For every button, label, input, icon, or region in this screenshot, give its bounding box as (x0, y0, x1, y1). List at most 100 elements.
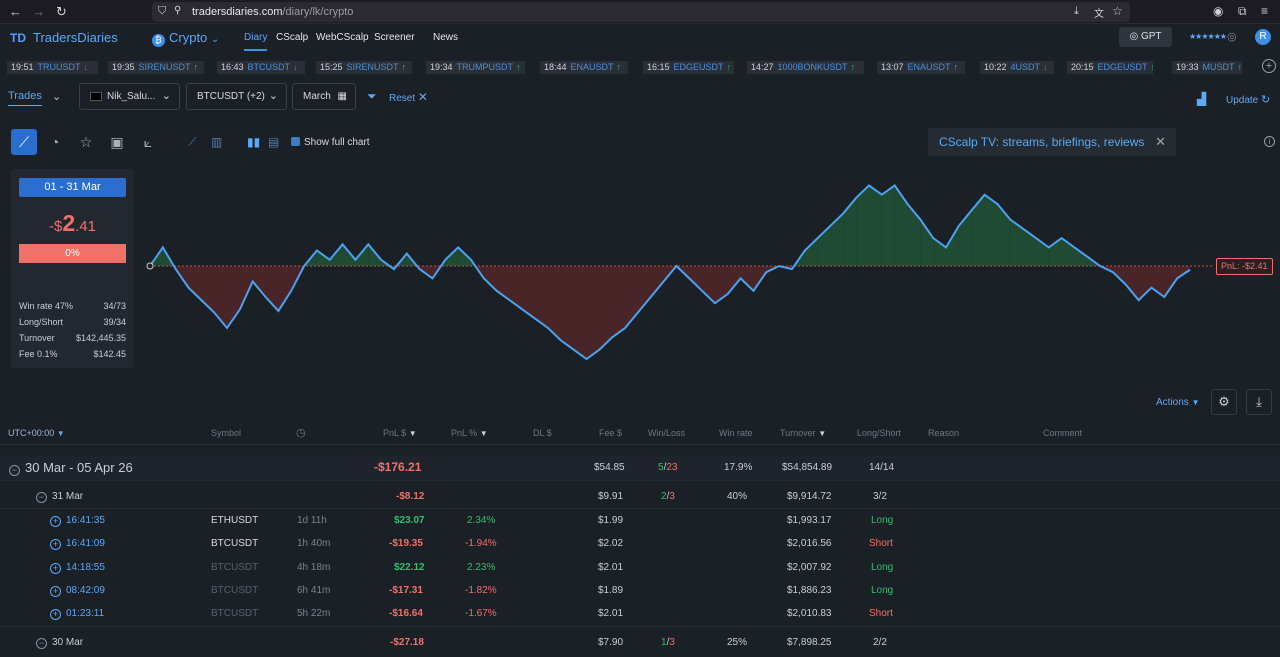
col-pnl-usd[interactable]: PnL $ ▼ (383, 428, 417, 438)
translate-icon[interactable]: 文 (1094, 9, 1104, 20)
expand-icon[interactable]: + (50, 585, 61, 597)
nav-diary[interactable]: Diary (244, 32, 268, 51)
close-icon[interactable]: ✕ (1155, 134, 1166, 149)
col-comment[interactable]: Comment (1043, 428, 1083, 438)
collapse-icon[interactable]: − (36, 638, 47, 649)
user-rating[interactable]: ★★★★★★ (1189, 32, 1227, 41)
cscalp-tv-banner[interactable]: CScalp TV: streams, briefings, reviews ✕ (928, 128, 1176, 156)
col-win-rate[interactable]: Win rate (719, 428, 753, 438)
update-button[interactable]: Update ↻ (1226, 93, 1270, 106)
ticker-item[interactable]: 19:33 MUSDT ↑ (1172, 61, 1242, 74)
gpt-button[interactable]: ◎ GPT (1119, 27, 1172, 47)
candles-icon[interactable]: ▮▮ (247, 135, 261, 149)
nav-news[interactable]: News (433, 32, 459, 43)
table-row[interactable]: +14:18:55 BTCUSDT 4h 18m $22.12 2.23% $2.01 $2… (0, 557, 1280, 579)
col-pnl-pct[interactable]: PnL % ▼ (451, 428, 488, 438)
profit-area (1010, 219, 1024, 266)
col-symbol[interactable]: Symbol (211, 428, 242, 438)
trade-time-wrap[interactable]: +16:41:35 (50, 515, 105, 527)
forward-icon[interactable]: → (32, 4, 45, 19)
show-full-chart-checkbox[interactable]: Show full chart (291, 137, 370, 148)
line-mode-icon[interactable]: ⟋ (188, 135, 197, 149)
ticker-item[interactable]: 15:25 SIRENUSDT ↑ (316, 61, 412, 74)
chevron-down-icon[interactable]: ⌄ (52, 91, 62, 103)
eye-icon[interactable]: ◎ (1227, 31, 1237, 43)
expand-icon[interactable]: + (50, 562, 61, 574)
back-icon[interactable]: ← (9, 4, 22, 19)
account-icon[interactable]: ◉ (1213, 4, 1224, 18)
download-page-icon[interactable]: ⤓ (1074, 5, 1079, 17)
info-icon[interactable]: i (1264, 136, 1275, 147)
day-group-row[interactable]: −30 Mar -$27.18 $7.90 1/3 25% $7,898.25 … (0, 632, 1280, 654)
market-label: Crypto (169, 30, 208, 45)
table-row[interactable]: +01:23:11 BTCUSDT 5h 22m -$16.64 -1.67% $2.01… (0, 603, 1280, 625)
tab-trades[interactable]: Trades (8, 90, 42, 106)
bar-chart-icon[interactable]: ▟ (1197, 92, 1207, 106)
account-select[interactable]: Nik_Salu... ⌄ (79, 83, 180, 110)
trade-time-wrap[interactable]: +08:42:09 (50, 585, 105, 597)
expand-icon[interactable]: + (50, 539, 61, 551)
trade-time-wrap[interactable]: +16:41:09 (50, 538, 105, 551)
extensions-icon[interactable]: ⧉ (1238, 4, 1247, 18)
symbol-select[interactable]: BTCUSDT (+2) ⌄ (186, 83, 287, 110)
clock-icon[interactable]: ◷ (296, 427, 306, 439)
line-chart-view-button[interactable]: ⟋ (11, 129, 37, 155)
collapse-icon[interactable]: − (36, 492, 47, 503)
bar-mode-icon[interactable]: ▥ (211, 135, 223, 149)
col-turnover[interactable]: Turnover ▼ (780, 428, 826, 438)
ticker-item[interactable]: 19:51 TRUUSDT ↓ (7, 61, 98, 74)
col-fee[interactable]: Fee $ (599, 428, 623, 438)
export-button[interactable]: ⤓ (1246, 389, 1272, 415)
col-reason[interactable]: Reason (928, 428, 960, 438)
col-long-short[interactable]: Long/Short (857, 428, 902, 438)
logo-text[interactable]: TradersDiaries (33, 30, 118, 45)
nav-cscalp[interactable]: CScalp (276, 32, 309, 43)
table-row[interactable]: +16:41:09 BTCUSDT 1h 40m -$19.35 -1.94% $2.02… (0, 533, 1280, 555)
day-group-row[interactable]: −31 Mar -$8.12 $9.91 2/3 40% $9,914.72 3… (0, 486, 1280, 508)
date-range-icon[interactable]: ▤ (268, 135, 280, 149)
shield-icon[interactable]: ⛉ (158, 5, 167, 17)
collapse-icon[interactable]: − (9, 465, 20, 476)
distribution-view-button[interactable]: ⟀ (135, 129, 161, 155)
settings-button[interactable]: ⚙ (1211, 389, 1237, 415)
ticker-item[interactable]: 18:44 ENAUSDT ↑ (540, 61, 628, 74)
table-row[interactable]: +16:41:35 ETHUSDT 1d 11h $23.07 2.34% $1.99 $1… (0, 510, 1280, 532)
profit-area (971, 194, 985, 266)
col-dl[interactable]: DL $ (533, 428, 552, 438)
trade-time-wrap[interactable]: +01:23:11 (50, 608, 104, 621)
nav-screener[interactable]: Screener (374, 32, 415, 43)
col-timezone[interactable]: UTC+00:00 ▼ (8, 428, 65, 438)
avatar[interactable]: R (1255, 29, 1271, 45)
ticker-item[interactable]: 10:22 4USDT ↓ (980, 61, 1054, 74)
pnl-chart[interactable] (135, 165, 1280, 365)
ticker-item[interactable]: 20:15 EDGEUSDT ↑ (1067, 61, 1153, 74)
week-group-row[interactable]: −30 Mar - 05 Apr 26 -$176.21 $54.85 5/23… (0, 455, 1280, 480)
site-info-icon[interactable]: ⚲ (174, 5, 182, 16)
reload-icon[interactable]: ↻ (56, 4, 67, 19)
calendar-view-button[interactable]: ▣ (104, 129, 130, 155)
nav-webcscalp[interactable]: WebCScalp (316, 32, 369, 43)
ticker-item[interactable]: 16:15 EDGEUSDT ↑ (643, 61, 734, 74)
market-selector[interactable]: ₿ Crypto ⌄ (152, 30, 219, 47)
url-bar[interactable]: ⛉ ⚲ tradersdiaries.com/diary/lk/crypto ⤓… (152, 2, 1130, 22)
expand-icon[interactable]: + (50, 516, 61, 527)
col-win-loss[interactable]: Win/Loss (648, 428, 686, 438)
ticker-item[interactable]: 19:34 TRUMPUSDT ↑ (426, 61, 525, 74)
table-row[interactable]: +08:42:09 BTCUSDT 6h 41m -$17.31 -1.82% $1.89… (0, 580, 1280, 602)
ticker-item[interactable]: 13:07 ENAUSDT ↑ (877, 61, 965, 74)
trade-time-wrap[interactable]: +14:18:55 (50, 562, 105, 574)
reset-button[interactable]: Reset ✕ (389, 90, 428, 104)
actions-dropdown[interactable]: Actions ▼ (1156, 397, 1200, 408)
loss-area (689, 266, 703, 291)
ticker-item[interactable]: 19:35 SIRENUSDT ↑ (108, 61, 204, 74)
menu-icon[interactable]: ≡ (1261, 4, 1269, 18)
bookmark-star-icon[interactable]: ☆ (1112, 4, 1123, 18)
expand-icon[interactable]: + (50, 609, 61, 621)
ticker-item[interactable]: 16:43 BTCUSDT ↓ (217, 61, 305, 74)
ticker-add-icon[interactable]: + (1262, 59, 1276, 73)
favorites-view-button[interactable]: ☆ (73, 129, 99, 155)
filter-icon[interactable]: ⏷ (367, 89, 377, 103)
ticker-item[interactable]: 14:27 1000BONKUSDT ↑ (747, 61, 864, 74)
period-select[interactable]: March ▦ (292, 83, 356, 110)
pie-chart-view-button[interactable]: ◔ (42, 129, 68, 155)
